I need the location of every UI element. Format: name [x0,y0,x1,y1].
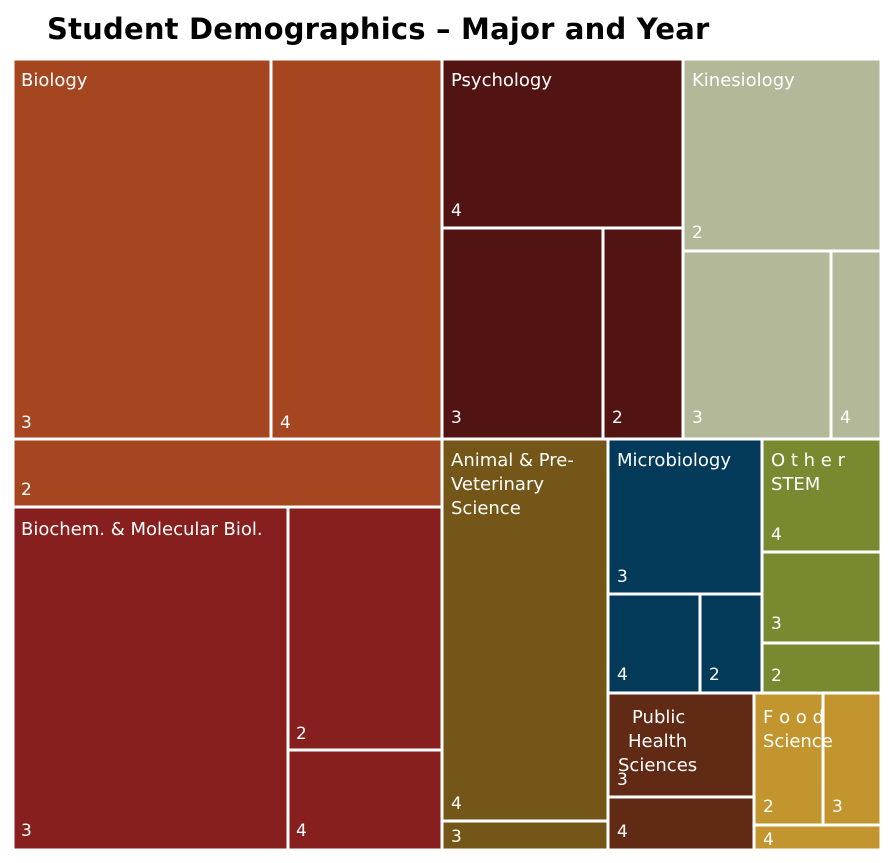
year-label-kinesiology-4: 4 [840,408,851,428]
year-label-food-science-2: 2 [763,797,774,817]
major-label-other-stem-line-2: STEM [771,474,820,495]
year-label-animal-and-pre-veterinary-science-3: 3 [451,827,462,847]
year-label-public-health-sciences-3: 3 [617,770,628,790]
chart-title: Student Demographics – Major and Year [47,12,710,46]
treemap-cell-other-stem-year-3 [760,550,883,645]
major-label-other-stem-line-1: O t h e r [771,450,846,471]
year-label-other-stem-2: 2 [771,666,782,686]
year-label-microbiology-3: 3 [617,567,628,587]
year-label-microbiology-2: 2 [709,665,720,685]
treemap-cell-animal-and-pre-veterinary-science-year-4 [440,437,610,823]
major-label-biochem-and-molecular-biol: Biochem. & Molecular Biol. [21,519,263,540]
treemap-cell-food-science-year-3 [821,691,883,827]
treemap-cell-biochem-and-molecular-biol-year-4 [286,748,444,852]
treemap-cell-psychology-year-4 [440,57,685,230]
year-label-kinesiology-2: 2 [692,223,703,243]
year-label-biochem-and-molecular-biol-3: 3 [21,821,32,841]
major-label-kinesiology: Kinesiology [692,70,795,91]
year-label-animal-and-pre-veterinary-science-4: 4 [451,794,462,814]
year-label-other-stem-3: 3 [771,614,782,634]
year-label-biochem-and-molecular-biol-4: 4 [296,821,307,841]
major-label-public-health-sciences-line-3: Sciences [618,755,697,776]
year-label-biochem-and-molecular-biol-2: 2 [296,724,307,744]
treemap-cell-kinesiology-year-4 [829,249,883,441]
year-label-public-health-sciences-4: 4 [617,822,628,842]
major-label-animal-and-pre-veterinary-science-line-2: Veterinary [451,474,544,495]
treemap-cell-biochem-and-molecular-biol-year-3 [11,505,290,852]
year-label-kinesiology-3: 3 [692,408,703,428]
treemap-cell-biology-year-2 [11,437,444,509]
treemap-cell-biochem-and-molecular-biol-year-2 [286,505,444,752]
year-label-psychology-4: 4 [451,201,462,221]
treemap-cell-other-stem-year-2 [760,641,883,695]
year-label-psychology-3: 3 [451,408,462,428]
year-label-microbiology-4: 4 [617,665,628,685]
major-label-food-science-line-2: Science [763,731,833,752]
major-label-biology: Biology [21,70,88,91]
major-label-food-science-line-1: F o o d [763,707,824,728]
treemap-cell-food-science-year-4 [752,823,883,852]
year-label-other-stem-4: 4 [771,525,782,545]
treemap-cell-kinesiology-year-2 [681,57,883,253]
year-label-biology-4: 4 [280,413,291,433]
major-label-animal-and-pre-veterinary-science-line-3: Science [451,498,521,519]
year-label-biology-3: 3 [21,413,32,433]
treemap-cell-psychology-year-3 [440,226,605,441]
major-label-psychology: Psychology [451,70,552,91]
treemap-cell-public-health-sciences-year-4 [606,795,756,852]
major-label-public-health-sciences-line-1: Public [632,707,685,728]
treemap-cell-biology-year-3 [11,57,273,441]
year-label-biology-2: 2 [21,480,32,500]
treemap-cell-kinesiology-year-3 [681,249,833,441]
major-label-public-health-sciences-line-2: Health [628,731,687,752]
year-label-food-science-3: 3 [832,797,843,817]
major-label-animal-and-pre-veterinary-science-line-1: Animal & Pre- [451,450,574,471]
treemap-cell-animal-and-pre-veterinary-science-year-3 [440,819,610,852]
year-label-food-science-4: 4 [763,830,774,850]
treemap-cell-biology-year-4 [269,57,444,441]
treemap-cell-public-health-sciences-year-3 [606,691,756,799]
treemap-cell-other-stem-year-4 [760,437,883,554]
treemap-cell-psychology-year-2 [601,226,685,441]
major-label-microbiology: Microbiology [617,450,731,471]
year-label-psychology-2: 2 [612,408,623,428]
